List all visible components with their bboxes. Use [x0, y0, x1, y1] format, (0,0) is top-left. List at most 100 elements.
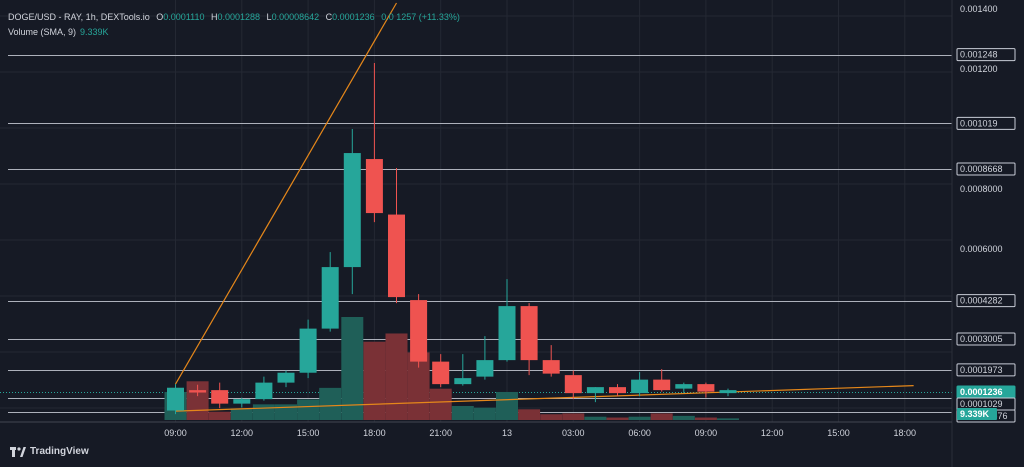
legend-row-ohlc: DOGE/USD - RAY, 1h, DEXTools.io O0.00011… — [8, 11, 460, 24]
candle-14[interactable] — [476, 336, 494, 380]
candle-6[interactable] — [299, 319, 317, 379]
volume-bar-7[interactable] — [319, 387, 342, 420]
price-level-tag-4[interactable]: 0.0003005 — [956, 332, 1016, 346]
candle-body-24 — [697, 384, 715, 392]
volume-bar-6[interactable] — [297, 399, 320, 420]
volume-bar-8[interactable] — [341, 317, 364, 420]
volume-bar-15[interactable] — [496, 391, 518, 420]
trendlines[interactable] — [174, 2, 914, 412]
time-tick-label-6: 03:00 — [562, 428, 585, 438]
price-tag-text: 0.0008668 — [960, 164, 1003, 174]
candle-body-7 — [321, 267, 339, 329]
candle-3[interactable] — [233, 397, 251, 408]
volume-bar-3[interactable] — [230, 408, 253, 420]
time-tick-label-3: 18:00 — [363, 428, 386, 438]
price-tick-label-1: 0.001200 — [960, 64, 998, 74]
price-tick-label-3: 0.0006000 — [960, 244, 1003, 254]
volume-bar-4[interactable] — [252, 404, 275, 420]
last-price-tag[interactable]: 0.0001236 — [956, 385, 1016, 399]
candle-16[interactable] — [520, 303, 538, 376]
volume-bars — [164, 317, 739, 420]
volume-bar-9[interactable] — [363, 341, 386, 420]
candle-25[interactable] — [719, 388, 737, 397]
time-tick-label-5: 13 — [502, 428, 512, 438]
candle-body-22 — [653, 379, 671, 391]
tradingview-logo-icon — [10, 446, 26, 457]
time-tick-label-1: 12:00 — [231, 428, 254, 438]
candle-8[interactable] — [343, 129, 361, 295]
volume-bar-18[interactable] — [562, 413, 585, 420]
candle-body-16 — [520, 306, 538, 361]
candle-body-6 — [299, 328, 317, 373]
candle-10[interactable] — [388, 168, 405, 304]
price-level-tag-5[interactable]: 0.0001973 — [956, 363, 1016, 377]
candle-0[interactable] — [167, 384, 184, 415]
time-tick-label-4: 21:00 — [429, 428, 452, 438]
candle-24[interactable] — [697, 382, 715, 398]
price-level-tag-1[interactable]: 0.001019 — [956, 116, 1016, 130]
volume-bar-16[interactable] — [518, 409, 541, 420]
legend-close-value: 0.0001236 — [332, 12, 375, 22]
candle-19[interactable] — [586, 387, 604, 403]
volume-bar-12[interactable] — [429, 388, 452, 420]
candle-11[interactable] — [410, 294, 428, 368]
candle-2[interactable] — [211, 382, 229, 409]
candle-12[interactable] — [432, 354, 450, 388]
time-tick-label-7: 06:00 — [628, 428, 651, 438]
volume-bar-23[interactable] — [672, 415, 695, 420]
candle-21[interactable] — [631, 372, 649, 397]
grid — [0, 0, 952, 422]
price-level-tag-0[interactable]: 0.001248 — [956, 48, 1016, 62]
legend-row-volume: Volume (SMA, 9) 9.339K — [8, 26, 460, 39]
legend-symbol: DOGE/USD - RAY, 1h, DEXTools.io — [8, 12, 150, 22]
volume-tag-text: 9.339K — [960, 409, 990, 419]
volume-bar-19[interactable] — [584, 416, 607, 420]
time-axis[interactable]: 09:00 12:00 15:00 18:00 21:00 13 03:00 06:00 09:… — [164, 428, 916, 438]
volume-bar-24[interactable] — [694, 417, 717, 420]
candle-body-25 — [719, 390, 737, 394]
volume-bar-25[interactable] — [717, 418, 739, 420]
brand-name: TradingView — [30, 446, 89, 457]
price-tag-text: 0.0004282 — [960, 296, 1003, 306]
volume-bar-10[interactable] — [385, 333, 408, 420]
price-tick-label-0: 0.001400 — [960, 4, 998, 14]
candle-body-0 — [167, 387, 184, 411]
candle-9[interactable] — [365, 63, 383, 223]
volume-tag[interactable]: 9.339K — [957, 408, 997, 420]
price-level-tag-2[interactable]: 0.0008668 — [956, 162, 1016, 176]
candles[interactable] — [167, 63, 737, 415]
candle-23[interactable] — [675, 382, 693, 394]
volume-bar-2[interactable] — [208, 411, 231, 420]
price-axis[interactable]: 0.001400 0.001200 0.0008000 0.0006000 0.0012… — [956, 4, 1016, 423]
legend-high-value: 0.0001288 — [217, 12, 261, 22]
legend-volume-value: 9.339K — [80, 27, 109, 37]
time-tick-label-0: 09:00 — [164, 428, 187, 438]
candle-22[interactable] — [653, 369, 671, 392]
candle-18[interactable] — [564, 370, 582, 400]
trendline-0[interactable] — [174, 2, 398, 385]
candle-4[interactable] — [255, 376, 273, 401]
trendline-1[interactable] — [175, 385, 914, 412]
candle-1[interactable] — [189, 384, 207, 397]
volume-bar-13[interactable] — [451, 405, 474, 420]
volume-bar-14[interactable] — [473, 407, 496, 420]
volume-bar-22[interactable] — [650, 413, 673, 420]
candle-13[interactable] — [454, 354, 472, 386]
candle-17[interactable] — [542, 345, 560, 377]
volume-bar-20[interactable] — [606, 417, 629, 420]
candle-body-14 — [476, 360, 494, 377]
candle-body-3 — [233, 399, 251, 404]
tradingview-brand[interactable]: TradingView — [10, 446, 89, 457]
time-tick-label-11: 18:00 — [894, 428, 917, 438]
candle-20[interactable] — [609, 384, 626, 397]
candle-7[interactable] — [321, 252, 339, 332]
candle-5[interactable] — [277, 370, 295, 388]
volume-bar-21[interactable] — [628, 416, 651, 420]
volume-bar-5[interactable] — [275, 404, 297, 420]
price-level-tag-3[interactable]: 0.0004282 — [956, 294, 1016, 308]
volume-bar-17[interactable] — [540, 414, 563, 420]
candle-body-15 — [498, 306, 516, 361]
candle-15[interactable] — [498, 279, 516, 362]
candle-body-20 — [609, 387, 626, 394]
